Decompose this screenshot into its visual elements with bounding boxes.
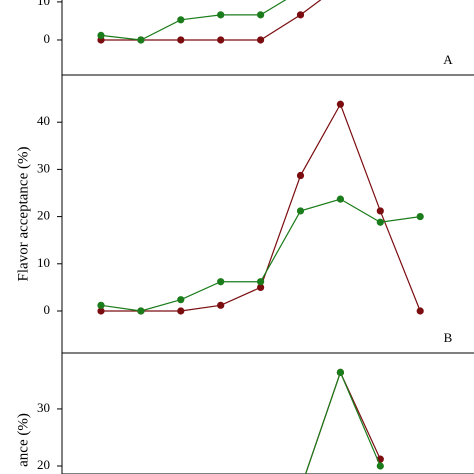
marker [97, 301, 105, 309]
marker [217, 278, 225, 286]
y-tick-label: 0 [44, 302, 51, 317]
marker [177, 36, 185, 44]
marker [257, 36, 265, 44]
marker [177, 296, 185, 304]
line [304, 370, 381, 474]
marker [177, 307, 185, 315]
line [100, 198, 421, 312]
marker [376, 207, 384, 215]
y-tick-label: 20 [37, 457, 50, 472]
marker [97, 31, 105, 40]
line [101, 0, 322, 41]
marker [416, 212, 424, 221]
marker [416, 307, 424, 315]
plot-area [97, 0, 322, 44]
marker [137, 36, 145, 44]
marker [296, 11, 305, 19]
marker [217, 301, 225, 309]
line [100, 0, 287, 41]
marker [336, 368, 344, 377]
marker [336, 195, 344, 203]
marker [296, 207, 305, 215]
marker [257, 11, 265, 19]
marker [97, 307, 105, 315]
panel-label: B [444, 330, 453, 345]
plot-area [97, 100, 424, 315]
y-axis-label: Flavor acceptance (%) [15, 147, 31, 282]
panel-label: A [443, 52, 453, 67]
y-tick-label: 30 [37, 400, 50, 415]
y-tick-label: 10 [37, 0, 50, 8]
y-tick-label: 40 [37, 113, 50, 128]
marker [257, 278, 265, 286]
plot-area [304, 368, 384, 474]
marker [376, 462, 384, 470]
y-tick-label: 20 [37, 208, 50, 223]
y-tick-label: 30 [37, 160, 50, 175]
marker [257, 283, 265, 291]
marker [137, 307, 145, 315]
marker [336, 100, 344, 108]
marker [217, 36, 225, 44]
y-tick-label: 10 [37, 255, 50, 270]
line [304, 370, 381, 474]
marker [376, 218, 384, 226]
y-tick-label: 0 [44, 31, 51, 46]
marker [217, 11, 225, 19]
marker [177, 16, 185, 24]
y-axis-label: ance (%) [15, 413, 31, 467]
marker [296, 171, 305, 180]
